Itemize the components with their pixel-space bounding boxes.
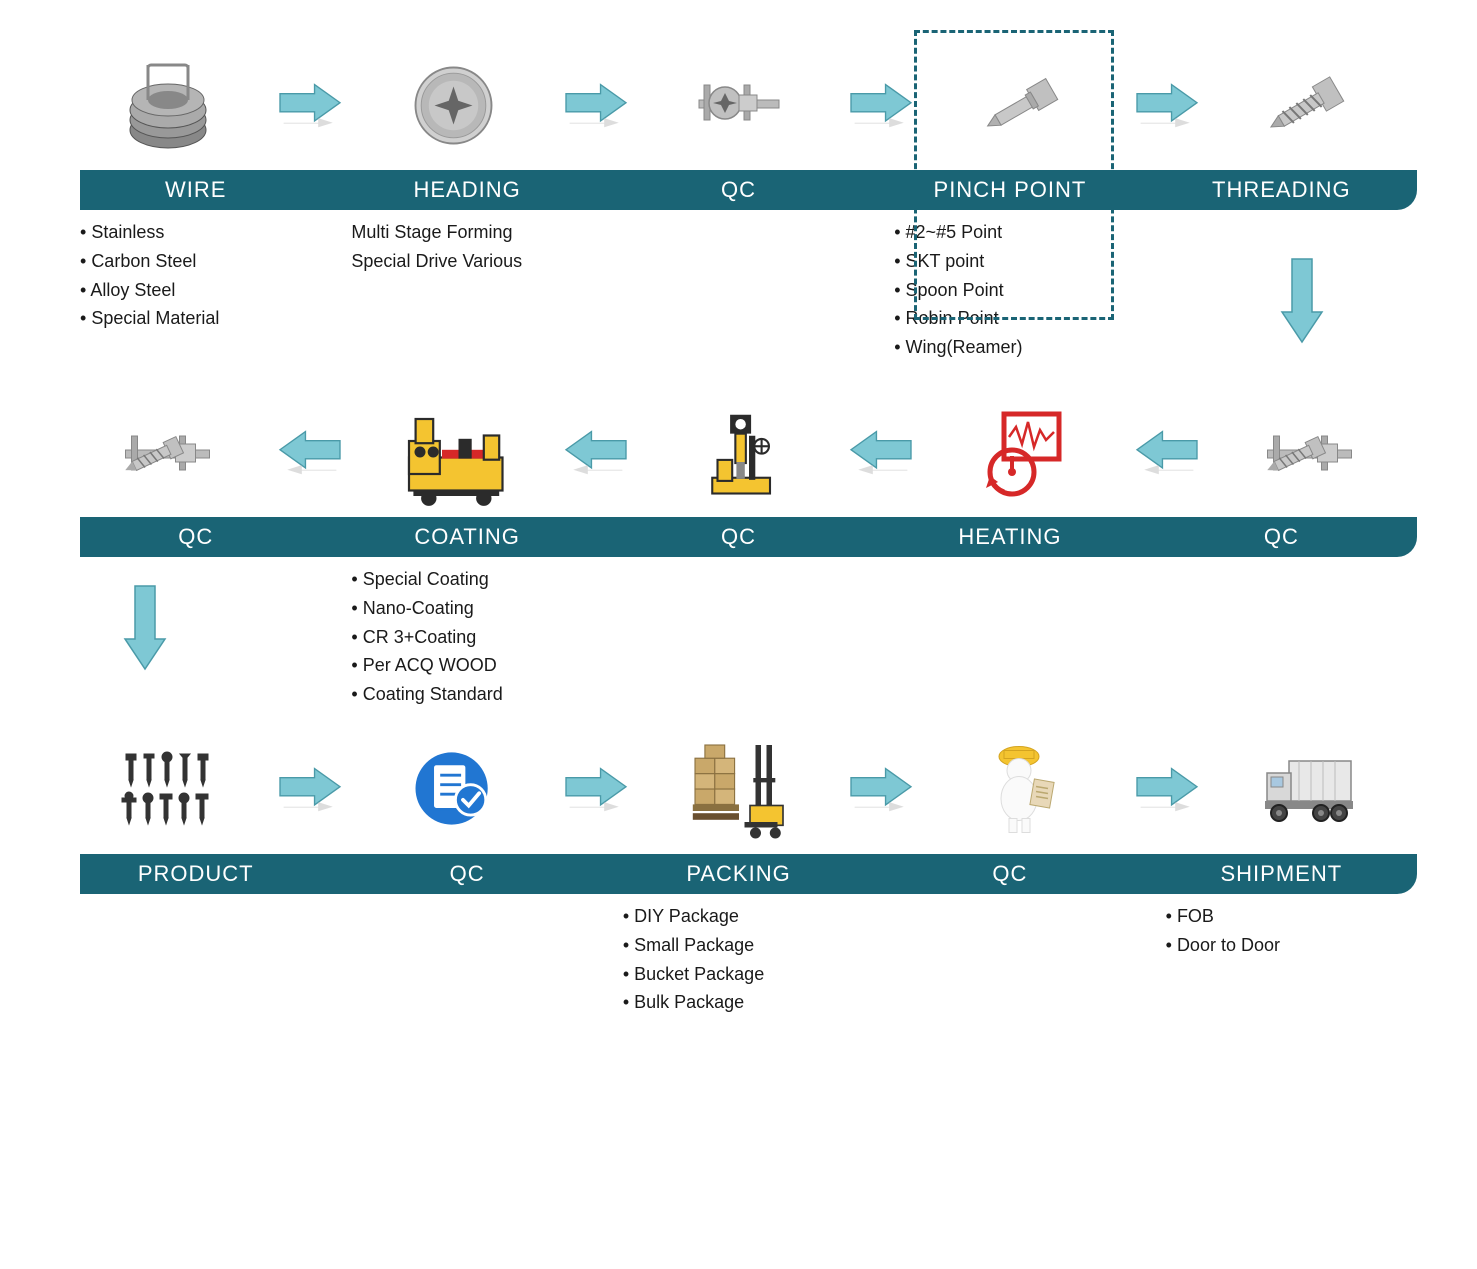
pinch-bolt-icon xyxy=(964,50,1084,160)
arrow-icon xyxy=(846,764,916,814)
lathe-machine-icon xyxy=(393,397,513,507)
step-label: PACKING xyxy=(603,861,874,887)
heading-details: Multi Stage Forming Special Drive Variou… xyxy=(331,218,602,362)
arrow-icon xyxy=(275,427,345,477)
step-label: THREADING xyxy=(1146,177,1417,203)
inspector-icon xyxy=(964,734,1084,844)
step-label: QC xyxy=(603,524,874,550)
heading-icon xyxy=(393,50,513,160)
arrow-icon xyxy=(1132,80,1202,130)
wire-details: Stainless Carbon Steel Alloy Steel Speci… xyxy=(60,218,331,362)
step-label: HEADING xyxy=(331,177,602,203)
row-1-icons xyxy=(60,40,1417,170)
checklist-icon xyxy=(393,734,513,844)
step-label: WIRE xyxy=(60,177,331,203)
arrow-icon xyxy=(1132,764,1202,814)
shipment-details: FOB Door to Door xyxy=(1146,902,1417,1017)
threaded-screw-icon xyxy=(1249,50,1369,160)
row-2-details: Special Coating Nano-Coating CR 3+Coatin… xyxy=(60,565,1417,709)
step-label: QC xyxy=(603,177,874,203)
caliper-icon xyxy=(679,50,799,160)
arrow-icon xyxy=(561,427,631,477)
row-1: WIRE HEADING QC PINCH POINT THREADING St… xyxy=(60,40,1417,362)
step-label: QC xyxy=(60,524,331,550)
step-label: QC xyxy=(331,861,602,887)
caliper-icon xyxy=(1249,397,1369,507)
step-label: QC xyxy=(874,861,1145,887)
wire-icon xyxy=(108,50,228,160)
step-label: PINCH POINT xyxy=(874,177,1145,203)
step-label: SHIPMENT xyxy=(1146,861,1417,887)
row-2: QC COATING QC HEATING QC Special Coating… xyxy=(60,387,1417,709)
row-1-banner: WIRE HEADING QC PINCH POINT THREADING xyxy=(60,170,1417,210)
heating-gauge-icon xyxy=(964,397,1084,507)
pallet-forklift-icon xyxy=(679,734,799,844)
step-label: PRODUCT xyxy=(60,861,331,887)
arrow-icon xyxy=(561,80,631,130)
row-1-details: Stainless Carbon Steel Alloy Steel Speci… xyxy=(60,218,1417,362)
drill-press-icon xyxy=(679,397,799,507)
row-2-icons xyxy=(60,387,1417,517)
step-label: HEATING xyxy=(874,524,1145,550)
truck-icon xyxy=(1249,734,1369,844)
arrow-icon xyxy=(846,427,916,477)
row-3: PRODUCT QC PACKING QC SHIPMENT DIY Packa… xyxy=(60,724,1417,1017)
screws-grid-icon xyxy=(108,734,228,844)
packing-details: DIY Package Small Package Bucket Package… xyxy=(603,902,874,1017)
caliper-icon xyxy=(108,397,228,507)
pinch-details: #2~#5 Point SKT point Spoon Point Robin … xyxy=(874,218,1145,362)
row-3-details: DIY Package Small Package Bucket Package… xyxy=(60,902,1417,1017)
step-label: COATING xyxy=(331,524,602,550)
arrow-icon xyxy=(1132,427,1202,477)
row-2-banner: QC COATING QC HEATING QC xyxy=(60,517,1417,557)
step-label: QC xyxy=(1146,524,1417,550)
coating-details: Special Coating Nano-Coating CR 3+Coatin… xyxy=(331,565,602,709)
row-3-icons xyxy=(60,724,1417,854)
arrow-icon xyxy=(561,764,631,814)
arrow-icon xyxy=(275,764,345,814)
arrow-icon xyxy=(846,80,916,130)
row-3-banner: PRODUCT QC PACKING QC SHIPMENT xyxy=(60,854,1417,894)
arrow-icon xyxy=(275,80,345,130)
